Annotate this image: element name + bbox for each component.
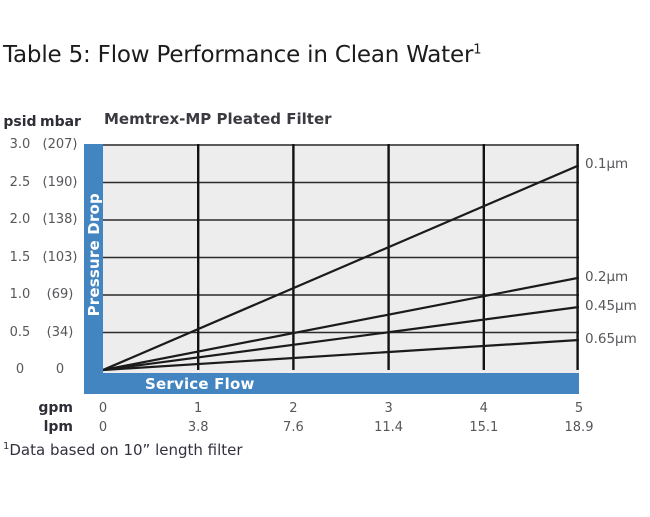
x-tick-gpm: 3	[384, 401, 393, 416]
y-tick-row: 1.0 (69)	[0, 286, 80, 304]
chart-subtitle: Memtrex-MP Pleated Filter	[104, 110, 332, 128]
x-axis-gpm-unit-label: gpm	[38, 400, 73, 416]
series-line-0.1μm	[103, 164, 579, 372]
y-tick-row: 3.0 (207)	[0, 136, 80, 154]
y-tick-row: 2.5 (190)	[0, 174, 80, 192]
x-tick-gpm: 1	[194, 401, 203, 416]
y-axis-unit-mbar: mbar	[40, 114, 81, 130]
x-tick-lpm: 3.8	[187, 420, 209, 435]
x-axis-lpm-unit-label: lpm	[43, 419, 73, 435]
y-tick-mbar: (138)	[42, 212, 78, 227]
footnote: 1Data based on 10” length filter	[3, 441, 243, 459]
x-tick-lpm: 18.9	[564, 420, 594, 435]
y-tick-psid: 2.5	[9, 174, 31, 190]
y-tick-psid: 1.0	[9, 287, 31, 302]
y-tick-psid: 1.5	[9, 249, 31, 265]
series-label: 0.2μm	[585, 268, 629, 285]
x-tick-gpm: 2	[289, 401, 298, 416]
x-tick-gpm: 5	[574, 401, 584, 416]
series-label: 0.65μm	[585, 331, 637, 347]
page-title-superscript: 1	[473, 42, 482, 58]
y-tick-row: 1.5 (103)	[0, 249, 80, 267]
y-tick-mbar: 0	[55, 362, 65, 377]
footnote-superscript: 1	[3, 441, 10, 452]
series-label: 0.45μm	[585, 298, 637, 314]
y-tick-mbar: (190)	[42, 174, 78, 190]
y-tick-mbar: (207)	[42, 137, 78, 152]
x-tick-lpm: 7.6	[283, 420, 304, 435]
page-title-text: Table 5: Flow Performance in Clean Water	[3, 42, 474, 68]
series-line-0.45μm	[103, 305, 579, 372]
y-axis-title: Pressure Drop	[84, 193, 103, 317]
x-tick-gpm: 0	[98, 401, 108, 416]
plot-area	[103, 144, 579, 373]
y-tick-mbar: (34)	[46, 324, 74, 340]
x-tick-lpm: 0	[98, 420, 108, 435]
y-tick-mbar: (103)	[42, 249, 78, 265]
series-label: 0.1μm	[585, 156, 629, 173]
x-axis-gpm-row: gpm 0 1 2 3 4 5	[0, 400, 650, 417]
x-axis-title: Service Flow	[145, 374, 255, 393]
y-tick-psid: 2.0	[9, 212, 31, 227]
y-tick-psid: 0	[15, 362, 25, 377]
x-axis-title-bar: Service Flow	[84, 373, 579, 394]
y-axis-unit-psid: psid	[3, 114, 37, 130]
series-line-0.65μm	[103, 338, 579, 372]
x-tick-lpm: 11.4	[374, 420, 404, 435]
y-tick-psid: 3.0	[9, 137, 31, 152]
y-tick-row: 0.5 (34)	[0, 324, 80, 342]
y-tick-row: 2.0 (138)	[0, 211, 80, 229]
series-line-0.2μm	[103, 276, 579, 372]
x-axis-lpm-row: lpm 0 3.8 7.6 11.4 15.1 18.9	[0, 419, 650, 436]
footnote-text: Data based on 10” length filter	[9, 441, 243, 459]
y-axis-unit-header: psid mbar	[0, 114, 81, 130]
x-tick-gpm: 4	[479, 401, 488, 416]
y-axis-title-bar: Pressure Drop	[84, 144, 103, 394]
page-title: Table 5: Flow Performance in Clean Water…	[3, 42, 481, 68]
x-tick-lpm: 15.1	[469, 420, 499, 435]
y-tick-mbar: (69)	[46, 287, 74, 302]
y-tick-psid: 0.5	[9, 324, 31, 340]
